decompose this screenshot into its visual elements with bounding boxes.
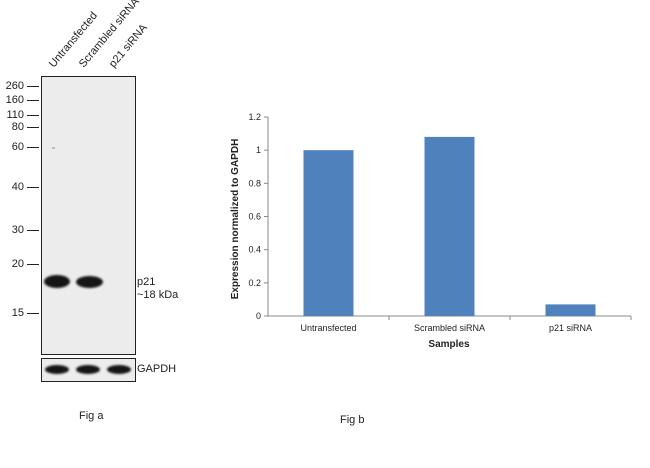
p21-band-untransfected [44, 275, 70, 288]
mw-marker-80: 80 [11, 121, 24, 133]
x-category-label: Scrambled siRNA [414, 323, 485, 333]
plot-area: 0 0.2 0.4 0.6 0.8 1 1.2 Untransfected Scrambled … [248, 112, 632, 333]
bar-3 [545, 304, 596, 316]
gapdh-label: GAPDH [137, 363, 177, 375]
y-tick-label: 1 [256, 145, 261, 155]
western-blot-panel: Untransfected Scrambled siRNA p21 siRNA … [0, 0, 200, 468]
mw-tick-20 [27, 264, 39, 265]
mw-tick-160 [27, 100, 39, 101]
mw-marker-110: 110 [6, 109, 24, 121]
p21-band-scrambled-sirna [76, 276, 103, 288]
gapdh-band-p21-sirna [107, 365, 131, 374]
x-axis-title: Samples [428, 339, 470, 350]
bar-1 [303, 150, 354, 316]
y-tick-label: 0.8 [248, 178, 261, 188]
y-tick-label: 0 [256, 311, 261, 321]
expression-bar-chart: 0 0.2 0.4 0.6 0.8 1 1.2 Untransfected Scrambled … [230, 112, 632, 350]
fig-a-caption: Fig a [79, 410, 104, 422]
mw-tick-260 [27, 86, 39, 87]
y-axis-title: Expression normalized to GAPDH [230, 139, 241, 300]
mw-tick-30 [27, 230, 39, 231]
mw-marker-20: 20 [11, 258, 24, 270]
y-tick-label: 1.2 [248, 112, 261, 122]
x-category-label: p21 siRNA [549, 323, 592, 333]
p21-blot-image [41, 76, 136, 355]
mw-marker-260: 260 [5, 80, 24, 92]
gapdh-blot-image [41, 358, 136, 382]
band-label-p21: p21 [137, 276, 156, 288]
mw-tick-110 [27, 115, 39, 116]
fig-b-caption: Fig b [340, 414, 365, 426]
y-tick-label: 0.6 [248, 212, 261, 222]
mw-marker-160: 160 [5, 94, 24, 106]
mw-marker-15: 15 [11, 307, 24, 319]
gapdh-band-untransfected [45, 365, 69, 374]
mw-tick-60 [27, 147, 39, 148]
y-tick-label: 0.2 [248, 278, 261, 288]
mw-tick-80 [27, 127, 39, 128]
y-tick-label: 0.4 [248, 245, 261, 255]
mw-tick-40 [27, 187, 39, 188]
blot-speck [52, 147, 55, 149]
mw-tick-15 [27, 313, 39, 314]
mw-marker-30: 30 [11, 224, 24, 236]
mw-marker-60: 60 [11, 141, 24, 153]
bar-2 [424, 136, 475, 316]
x-category-label: Untransfected [300, 323, 356, 333]
band-size-label: ~18 kDa [137, 289, 179, 301]
gapdh-band-scrambled-sirna [76, 365, 100, 374]
mw-marker-40: 40 [11, 181, 24, 193]
